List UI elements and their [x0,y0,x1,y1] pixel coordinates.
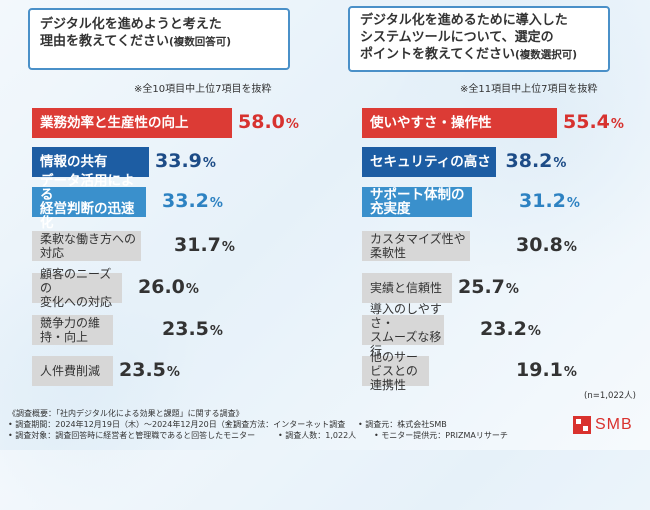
survey-target: • 調査対象：調査回答時に経営者と管理職であると回答したモニター [8,431,256,440]
bar-label: 情報の共有 [40,154,108,170]
bar: 業務効率と生産性の向上 [32,108,232,138]
value-label: 30.8% [516,234,577,256]
bar: データ活用による 経営判断の迅速化 [32,174,146,230]
survey-title: 《調査概要：「社内デジタル化による効果と課題」に関する調査》 [8,409,244,418]
value-label: 33.2% [162,190,223,212]
smb-logo-text: SMB [595,416,633,433]
bar-label: 柔軟な働き方への対応 [40,232,137,260]
value-label: 26.0% [138,276,199,298]
bar-label: 他のサービスとの連携性 [370,350,419,392]
bar: 競争力の維持・向上 [32,315,113,345]
bar: 実績と信頼性 [362,273,452,303]
value-label: 31.2% [519,190,580,212]
right-chart-title: デジタル化を進めるために導入した システムツールについて、選定の ポイントを教え… [348,6,610,72]
right-title-line3: ポイントを教えてください [360,47,515,62]
right-title-suffix: (複数選択可) [514,49,578,61]
bar: 顧客のニーズの 変化への対応 [32,267,122,309]
bar-label: セキュリティの高さ [370,154,491,170]
bar: 他のサービスとの連携性 [362,350,429,392]
bar-label: 業務効率と生産性の向上 [40,115,189,131]
smb-logo-mark-icon [573,416,591,434]
bar: カスタマイズ性や柔軟性 [362,231,470,261]
survey-method: • 調査方法：インターネット調査 [226,420,346,429]
value-label: 19.1% [516,359,577,381]
left-note: ※全10項目中上位7項目を抜粋 [134,84,272,95]
bar-label: 使いやすさ・操作性 [370,115,492,131]
smb-logo: SMB [573,412,643,438]
right-title-line2: システムツールについて、選定の [360,30,554,45]
left-chart-title: デジタル化を進めようと考えた 理由を教えてください(複数回答可) [28,8,290,70]
value-label: 23.5% [162,318,223,340]
right-note: ※全11項目中上位7項目を抜粋 [460,84,598,95]
bar: サポート体制の充実度 [362,187,472,217]
bar-label: カスタマイズ性や柔軟性 [370,232,466,260]
survey-provider: • モニター提供元：PRIZMAリサーチ [374,431,508,440]
value-label: 38.2% [505,150,567,172]
value-label: 23.5% [119,359,180,381]
survey-respondents: • 調査人数：1,022人 [278,431,357,440]
bar: 柔軟な働き方への対応 [32,231,141,261]
bar: 情報の共有 [32,147,149,177]
bar-label: 人件費削減 [40,364,101,378]
sample-size: (n=1,022人) [584,391,636,401]
left-title-suffix: (複数回答可) [168,36,232,48]
bar-label: データ活用による 経営判断の迅速化 [40,173,135,231]
value-label: 33.9% [155,150,216,172]
bar-label: 導入のしやすさ・ スムーズな移行 [370,302,442,358]
left-title-line1: デジタル化を進めようと考えた [40,17,222,32]
bar: セキュリティの高さ [362,147,496,177]
bar: 導入のしやすさ・ スムーズな移行 [362,302,444,358]
value-label: 25.7% [458,276,519,298]
survey-period: • 調査期間：2024年12月19日（木）～2024年12月20日（金） [8,420,241,429]
right-title-line1: デジタル化を進めるために導入した [360,13,568,28]
value-label: 55.4% [563,111,624,133]
value-label: 23.2% [480,318,541,340]
bar-label: 実績と信頼性 [370,281,443,295]
bar: 人件費削減 [32,356,113,386]
bar: 使いやすさ・操作性 [362,108,557,138]
value-label: 58.0% [238,111,299,133]
bar-label: 顧客のニーズの 変化への対応 [40,267,113,309]
bar-label: サポート体制の充実度 [370,187,465,217]
bar-label: 競争力の維持・向上 [40,316,101,344]
left-title-line2: 理由を教えてください [40,34,169,49]
value-label: 31.7% [174,234,235,256]
survey-source: • 調査元：株式会社SMB [358,420,447,429]
